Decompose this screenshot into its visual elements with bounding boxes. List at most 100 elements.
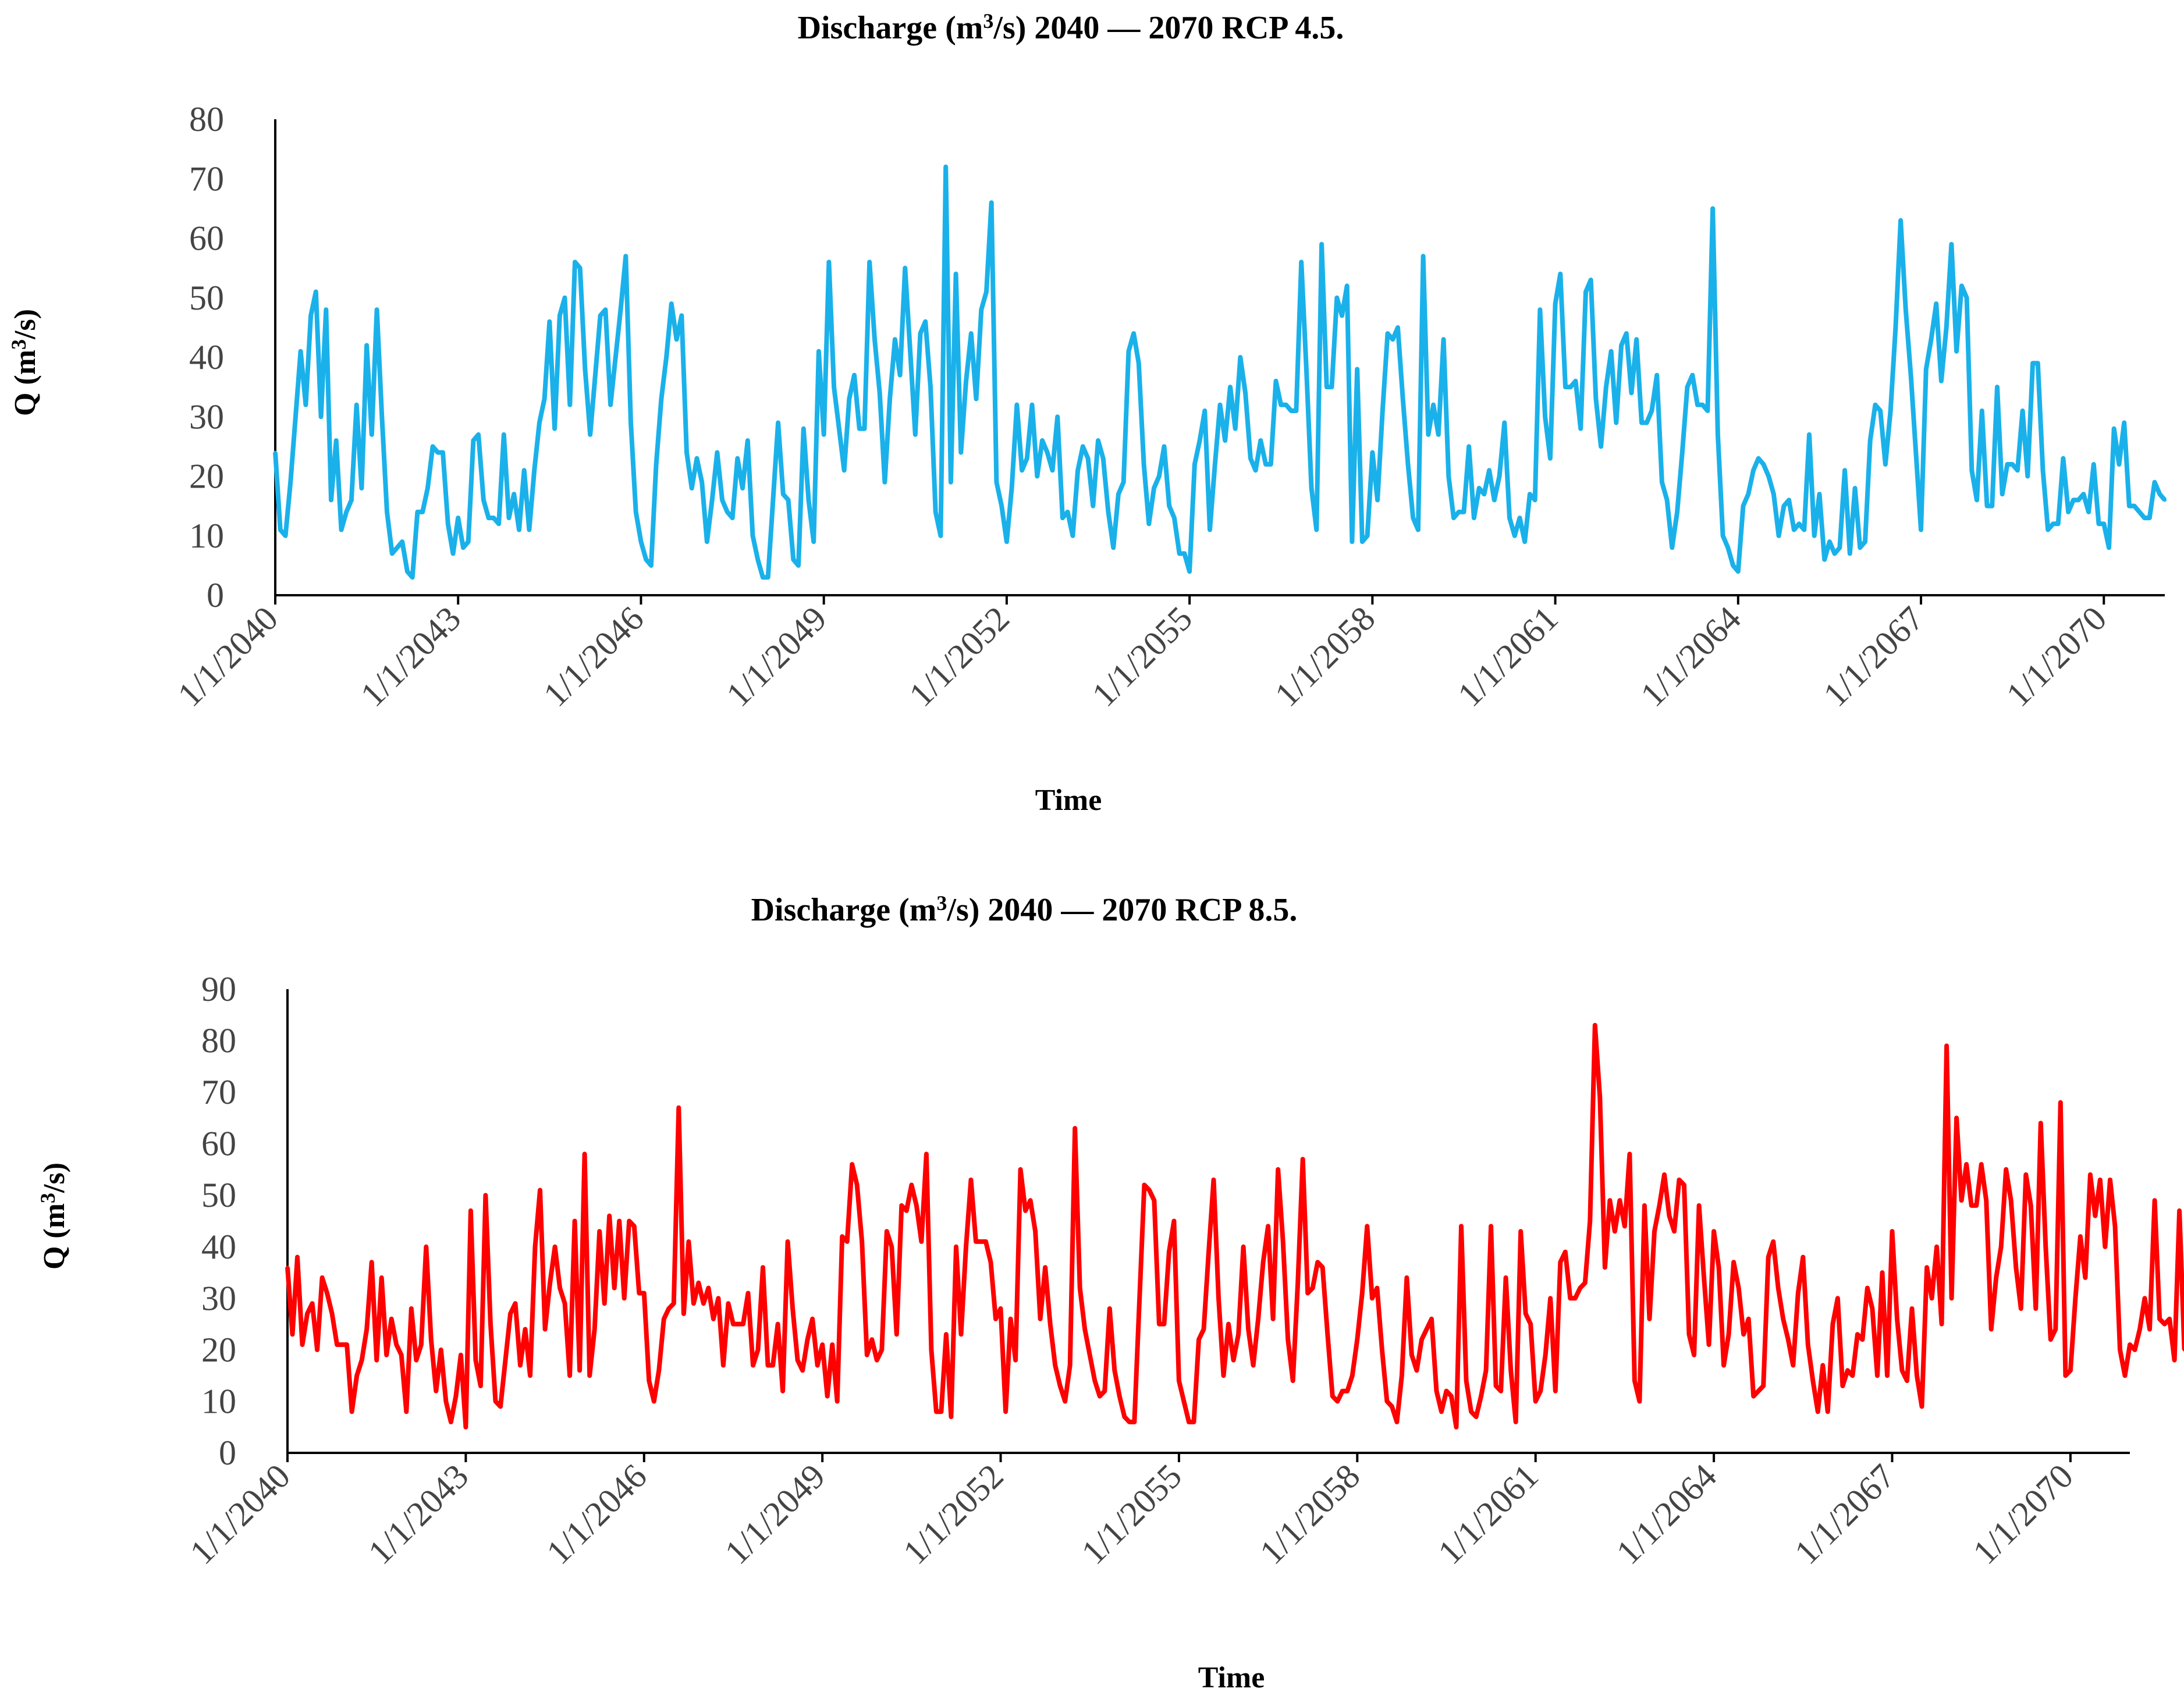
- data-point: [1812, 534, 1816, 538]
- data-point: [497, 522, 501, 526]
- data-point: [929, 385, 932, 389]
- data-point: [416, 510, 420, 514]
- x-tick-label: 1/1/2058: [1267, 599, 1383, 715]
- data-point: [1821, 1363, 1825, 1367]
- data-point: [2054, 1327, 2058, 1331]
- data-point: [1929, 337, 1933, 342]
- data-point: [1421, 254, 1425, 258]
- data-point: [573, 260, 577, 264]
- data-point: [1528, 492, 1532, 496]
- data-point: [532, 468, 537, 472]
- data-point: [811, 1317, 815, 1321]
- data-point: [1593, 1023, 1597, 1027]
- data-point: [1628, 1152, 1632, 1156]
- data-point: [439, 1348, 443, 1352]
- data-point: [766, 1363, 770, 1367]
- data-point: [1103, 1389, 1107, 1393]
- data-point: [1043, 1266, 1047, 1270]
- data-point: [672, 1302, 676, 1306]
- data-point: [1409, 1353, 1414, 1357]
- data-point: [1853, 486, 1857, 490]
- data-point: [1484, 1369, 1488, 1373]
- data-point: [1613, 1229, 1617, 1234]
- data-point: [1212, 1178, 1216, 1182]
- data-point: [1578, 1286, 1582, 1290]
- data-point: [507, 516, 511, 520]
- data-point: [2056, 522, 2060, 526]
- data-point: [1584, 290, 1588, 294]
- data-point: [395, 546, 399, 550]
- data-point: [2000, 492, 2004, 496]
- data-point: [385, 510, 389, 514]
- data-point: [710, 498, 714, 502]
- data-point: [1811, 1379, 1815, 1382]
- data-point: [1984, 1199, 1988, 1203]
- data-point: [2039, 1121, 2043, 1125]
- data-point: [1975, 1203, 1979, 1207]
- data-point: [1691, 373, 1695, 377]
- data-point: [1899, 218, 1903, 222]
- data-point: [1244, 391, 1248, 395]
- data-point: [1762, 1384, 1766, 1388]
- data-point: [2168, 1317, 2172, 1321]
- data-point: [459, 1353, 463, 1357]
- data-point: [1940, 1322, 1944, 1326]
- data-point: [662, 1317, 666, 1321]
- data-point: [1107, 1307, 1111, 1310]
- data-point: [1237, 1332, 1241, 1337]
- data-point: [821, 1343, 825, 1346]
- data-point: [1831, 1322, 1835, 1326]
- data-point: [873, 337, 876, 342]
- data-point: [701, 1302, 705, 1306]
- data-point: [1756, 1389, 1760, 1393]
- data-point: [1289, 409, 1293, 413]
- data-point: [725, 510, 729, 514]
- data-point: [979, 308, 983, 312]
- data-point: [2178, 1209, 2182, 1213]
- data-point: [1167, 1250, 1171, 1254]
- data-point: [2071, 498, 2075, 502]
- data-point: [1620, 343, 1624, 347]
- data-point: [2046, 528, 2050, 532]
- data-point: [486, 516, 491, 520]
- data-point: [1365, 1224, 1369, 1228]
- data-point: [349, 498, 353, 502]
- data-point: [1261, 1260, 1265, 1264]
- data-point: [1564, 385, 1567, 389]
- data-point: [1188, 570, 1192, 574]
- data-point: [286, 1266, 289, 1270]
- data-point: [1076, 468, 1080, 472]
- data-point: [2113, 1224, 2117, 1228]
- data-point: [598, 314, 602, 318]
- data-point: [1203, 409, 1207, 413]
- data-point: [776, 1322, 780, 1326]
- data-point: [964, 379, 968, 383]
- data-point: [805, 1338, 809, 1342]
- data-point: [1851, 1374, 1855, 1378]
- data-point: [1568, 385, 1572, 389]
- data-point: [1665, 498, 1669, 502]
- data-point: [1752, 1394, 1756, 1398]
- data-point: [617, 1219, 622, 1223]
- data-point: [1208, 528, 1212, 532]
- data-point: [1657, 1203, 1661, 1207]
- data-point: [2182, 1348, 2184, 1352]
- data-point: [598, 1229, 602, 1234]
- data-point: [2132, 504, 2136, 508]
- data-point: [1420, 1338, 1423, 1342]
- data-point: [1025, 456, 1029, 460]
- data-point: [468, 1209, 473, 1213]
- data-point: [1233, 426, 1237, 431]
- data-point: [2097, 522, 2101, 526]
- data-point: [827, 260, 831, 264]
- data-point: [563, 296, 567, 300]
- data-point: [1925, 1266, 1929, 1270]
- data-point: [1796, 1291, 1800, 1295]
- data-point: [1340, 314, 1344, 318]
- data-point: [345, 1343, 349, 1346]
- y-tick-label: 10: [189, 517, 224, 555]
- data-point: [1489, 1224, 1493, 1228]
- data-point: [1553, 302, 1557, 305]
- data-point: [1116, 492, 1120, 496]
- data-point: [429, 1338, 433, 1342]
